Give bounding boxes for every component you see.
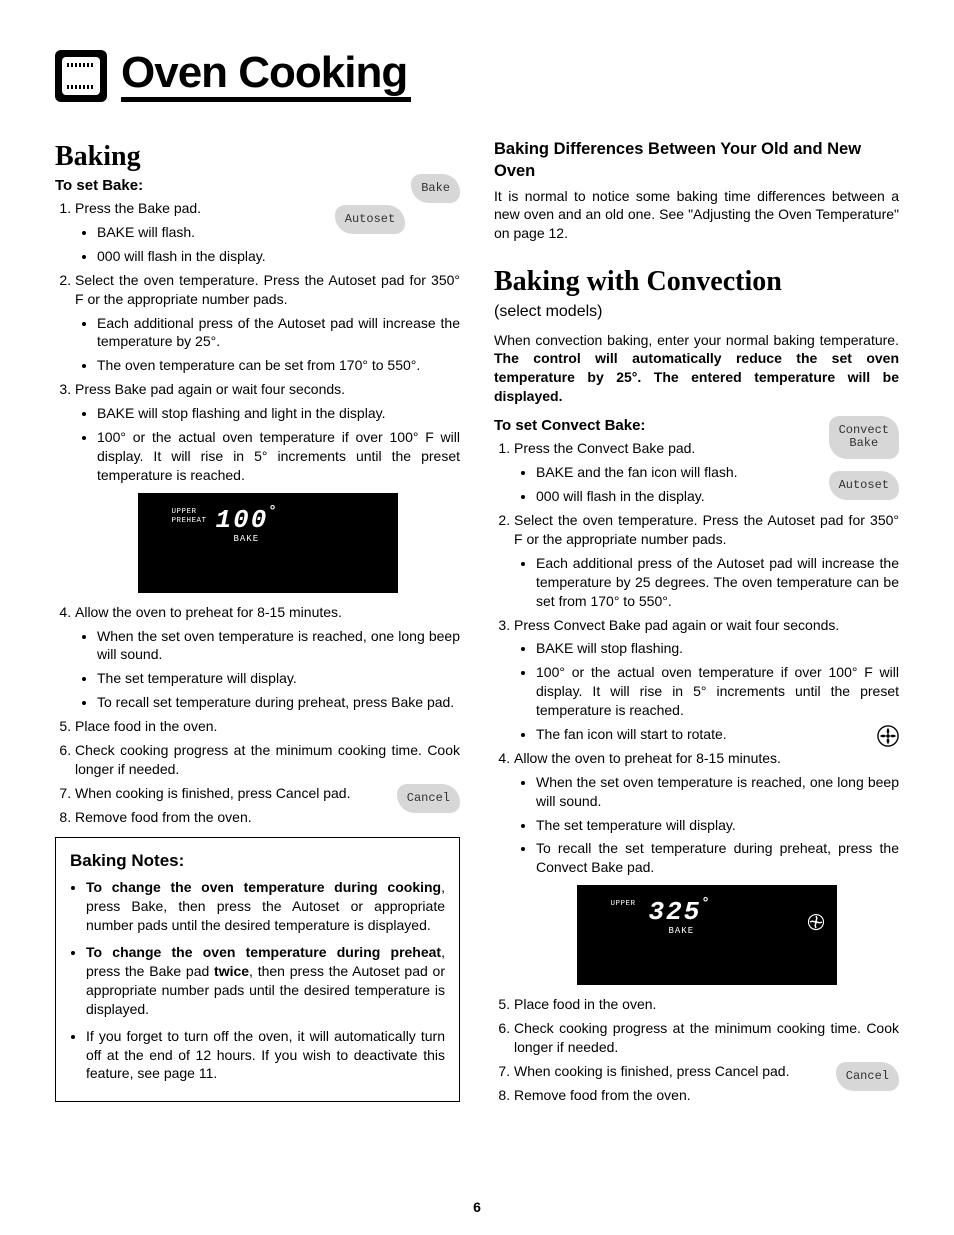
sub-item: The set temperature will display. xyxy=(536,816,899,835)
autoset-pad-2: Autoset xyxy=(829,471,899,500)
note-bold: To change the oven temperature during co… xyxy=(86,879,441,895)
cstep-7: Cancel When cooking is finished, press C… xyxy=(514,1062,899,1081)
sub-item: To recall the set temperature during pre… xyxy=(536,839,899,877)
step-4: Allow the oven to preheat for 8-15 minut… xyxy=(75,603,460,712)
sub-text: The fan icon will start to rotate. xyxy=(536,726,727,742)
display-temp: 100 xyxy=(216,505,269,535)
oven-icon xyxy=(55,50,107,102)
sub-item: BAKE will stop flashing. xyxy=(536,639,899,658)
step-text: When cooking is finished, press Cancel p… xyxy=(514,1063,789,1079)
to-set-bake-heading: To set Bake: xyxy=(55,176,460,196)
step-8: Remove food from the oven. xyxy=(75,808,460,827)
baking-differences-body: It is normal to notice some baking time … xyxy=(494,187,899,244)
sub-item: 000 will flash in the display. xyxy=(97,247,460,266)
display-upper: UPPER xyxy=(172,509,197,517)
autoset-pad: Autoset xyxy=(335,205,405,234)
sub-item: Each additional press of the Autoset pad… xyxy=(97,314,460,352)
cstep-5: Place food in the oven. xyxy=(514,995,899,1014)
display-preheat: PREHEAT xyxy=(172,518,207,526)
note-bold: twice xyxy=(214,963,249,979)
sub-item: When the set oven temperature is reached… xyxy=(97,627,460,665)
step-2: Select the oven temperature. Press the A… xyxy=(75,271,460,375)
step-text: Select the oven temperature. Press the A… xyxy=(75,272,460,307)
note-item: To change the oven temperature during co… xyxy=(86,878,445,935)
step-text: Allow the oven to preheat for 8-15 minut… xyxy=(75,604,342,620)
cstep-3: Press Convect Bake pad again or wait fou… xyxy=(514,616,899,744)
step-text: Press Bake pad again or wait four second… xyxy=(75,381,345,397)
sub-item: 100° or the actual oven temperature if o… xyxy=(536,663,899,720)
right-column: Baking Differences Between Your Old and … xyxy=(494,138,899,1110)
sub-item: 100° or the actual oven temperature if o… xyxy=(97,428,460,485)
cstep-4: Allow the oven to preheat for 8-15 minut… xyxy=(514,749,899,985)
step-3: Press Bake pad again or wait four second… xyxy=(75,380,460,592)
convect-bake-pad: Convect Bake xyxy=(829,416,899,458)
cstep-8: Remove food from the oven. xyxy=(514,1086,899,1105)
sub-item: The set temperature will display. xyxy=(97,669,460,688)
page-number: 6 xyxy=(0,1199,954,1215)
step-text: Press Convect Bake pad again or wait fou… xyxy=(514,617,839,633)
display-temp: 325 xyxy=(649,897,702,927)
cancel-pad-2: Cancel xyxy=(836,1062,899,1091)
sub-item: Each additional press of the Autoset pad… xyxy=(536,554,899,611)
step-text: Allow the oven to preheat for 8-15 minut… xyxy=(514,750,781,766)
baking-heading: Baking xyxy=(55,138,460,176)
step-7: Cancel When cooking is finished, press C… xyxy=(75,784,460,803)
baking-differences-heading: Baking Differences Between Your Old and … xyxy=(494,138,899,183)
page-header: Oven Cooking xyxy=(55,50,899,102)
display-upper: UPPER xyxy=(611,901,636,909)
step-1: Press the Bake pad. Autoset BAKE will fl… xyxy=(75,199,460,266)
left-column: Baking Bake To set Bake: Press the Bake … xyxy=(55,138,460,1110)
step-text: Press the Convect Bake pad. xyxy=(514,440,695,456)
title-underline xyxy=(121,97,411,102)
bake-pad: Bake xyxy=(411,174,460,203)
step-5: Place food in the oven. xyxy=(75,717,460,736)
intro-pre: When convection baking, enter your norma… xyxy=(494,332,899,348)
baking-notes-heading: Baking Notes: xyxy=(70,850,445,873)
note-item: To change the oven temperature during pr… xyxy=(86,943,445,1019)
note-item: If you forget to turn off the oven, it w… xyxy=(86,1027,445,1084)
oven-display-bake: UPPER PREHEAT 100° BAKE xyxy=(138,493,398,593)
display-bake-word: BAKE xyxy=(234,533,260,545)
oven-display-convect: UPPER 325° BAKE xyxy=(577,885,837,985)
step-6: Check cooking progress at the minimum co… xyxy=(75,741,460,779)
cstep-2: Select the oven temperature. Press the A… xyxy=(514,511,899,610)
sub-item: To recall set temperature during preheat… xyxy=(97,693,460,712)
fan-icon xyxy=(877,725,899,752)
step-text: When cooking is finished, press Cancel p… xyxy=(75,785,350,801)
step-text: Select the oven temperature. Press the A… xyxy=(514,512,899,547)
cstep-6: Check cooking progress at the minimum co… xyxy=(514,1019,899,1057)
display-bake-word: BAKE xyxy=(669,925,695,937)
step-text: Press the Bake pad. xyxy=(75,200,201,216)
display-fan-icon xyxy=(807,913,825,938)
convection-intro: When convection baking, enter your norma… xyxy=(494,331,899,407)
note-bold: To change the oven temperature during pr… xyxy=(86,944,441,960)
convection-heading: Baking with Convection xyxy=(494,263,899,301)
select-models: (select models) xyxy=(494,301,899,323)
intro-bold: The control will automatically reduce th… xyxy=(494,350,899,404)
sub-item: The oven temperature can be set from 170… xyxy=(97,356,460,375)
sub-item: BAKE will stop flashing and light in the… xyxy=(97,404,460,423)
sub-item-fan: The fan icon will start to rotate. xyxy=(536,725,899,744)
convect-steps: Press the Convect Bake pad. Autoset BAKE… xyxy=(494,439,899,1104)
page-title: Oven Cooking xyxy=(121,51,411,95)
sub-item: When the set oven temperature is reached… xyxy=(536,773,899,811)
cancel-pad: Cancel xyxy=(397,784,460,813)
content-columns: Baking Bake To set Bake: Press the Bake … xyxy=(55,138,899,1110)
bake-steps: Press the Bake pad. Autoset BAKE will fl… xyxy=(55,199,460,826)
sub-item: BAKE will flash. xyxy=(97,223,460,242)
baking-notes-box: Baking Notes: To change the oven tempera… xyxy=(55,837,460,1103)
